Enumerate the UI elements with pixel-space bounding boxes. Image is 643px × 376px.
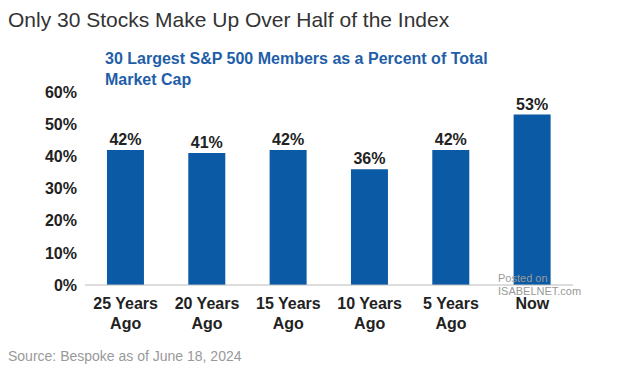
html-text:Source: Bespoke as of June 18,: Source: Bespoke as of June 18, 2024	[8, 348, 242, 364]
svg-text:15 YearsAgo: 15 YearsAgo	[256, 295, 321, 332]
svg-text:10%: 10%	[45, 245, 77, 262]
svg-text:42%: 42%	[109, 131, 141, 148]
svg-text:30%: 30%	[45, 180, 77, 197]
svg-text:20%: 20%	[45, 212, 77, 229]
html-text:ISABELNET.com: ISABELNET.com	[498, 285, 582, 297]
svg-text:41%: 41%	[191, 134, 223, 151]
html-text:Posted on: Posted on	[498, 272, 548, 284]
html-text:Only 30 Stocks Make Up Over Ha: Only 30 Stocks Make Up Over Half of the …	[8, 8, 450, 31]
svg-text:42%: 42%	[435, 131, 467, 148]
svg-text:42%: 42%	[272, 131, 304, 148]
svg-text:40%: 40%	[45, 148, 77, 165]
svg-text:20 YearsAgo: 20 YearsAgo	[175, 295, 240, 332]
svg-text:25 YearsAgo: 25 YearsAgo	[93, 295, 158, 332]
svg-text:60%: 60%	[45, 84, 77, 101]
svg-text:5 YearsAgo: 5 YearsAgo	[423, 295, 479, 332]
svg-text:50%: 50%	[45, 116, 77, 133]
svg-text:Now: Now	[515, 295, 549, 312]
html-text:30 Largest S&P 500 Members as: 30 Largest S&P 500 Members as a Percent …	[105, 50, 488, 88]
svg-text:10 YearsAgo: 10 YearsAgo	[337, 295, 402, 332]
svg-text:53%: 53%	[516, 96, 548, 113]
svg-text:0%: 0%	[54, 277, 77, 294]
svg-text:36%: 36%	[353, 150, 385, 167]
